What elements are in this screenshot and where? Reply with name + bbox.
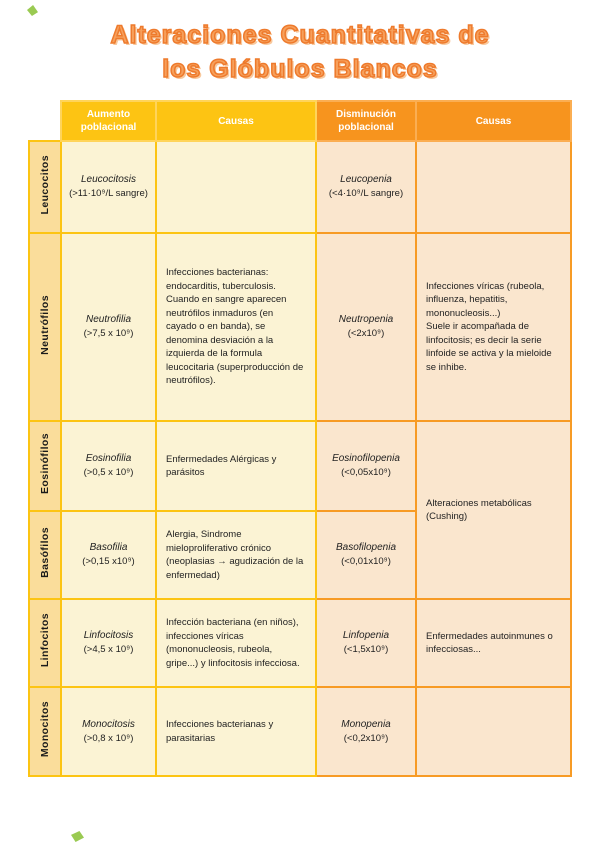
alteration-name: Neutrofilia [85, 314, 132, 325]
cell-linfocitosis: Linfocitosis (>4,5 x 10⁹) [60, 598, 157, 688]
row-label-basofilos: Basófilos [28, 510, 62, 600]
header-spacer [29, 101, 61, 141]
alteration-threshold: (>0,15 x10⁹) [82, 556, 135, 567]
cell-monocitosis-causas: Infecciones bacterianas y parasitarias [155, 686, 317, 777]
header-causas-disminucion: Causas [415, 100, 572, 142]
table-row-monocitos: Monocitos Monocitosis (>0,8 x 10⁹) Infec… [28, 686, 572, 777]
cell-monopenia: Monopenia (<0,2x10⁹) [315, 686, 417, 777]
alteration-threshold: (<0,2x10⁹) [343, 732, 389, 744]
alteration-threshold: (<4·10⁹/L sangre) [328, 188, 404, 199]
page-title-line-2: los Glóbulos Blancos [161, 54, 438, 84]
cell-basofilia: Basofilia (>0,15 x10⁹) [60, 510, 157, 600]
cell-eosinofilia-causas: Enfermedades Alérgicas y parásitos [155, 420, 317, 512]
alteration-threshold: (>4,5 x 10⁹) [83, 644, 134, 655]
alteration-name: Leucocitosis [80, 174, 137, 185]
alteration-name: Linfopenia [342, 630, 390, 641]
alteration-name: Eosinofilia [85, 453, 132, 464]
header-aumento-poblacional: Aumento poblacional [60, 100, 157, 142]
cell-leucocitosis-causas [155, 140, 317, 234]
cell-neutropenia-causas: Infecciones víricas (rubeola, influenza,… [415, 232, 572, 422]
cell-eosinofilopenia: Eosinofilopenia (<0,05x10⁹) [315, 420, 417, 512]
cell-basofilopenia: Basofilopenia (<0,01x10⁹) [315, 510, 417, 600]
cell-leucopenia-causas [415, 140, 572, 234]
wbc-alterations-table: Aumento poblacional Causas Disminución p… [28, 100, 572, 777]
alteration-threshold: (>7,5 x 10⁹) [83, 328, 134, 339]
cell-neutropenia: Neutropenia (<2x10⁹) [315, 232, 417, 422]
header-causas-aumento: Causas [155, 100, 317, 142]
alteration-threshold: (<0,01x10⁹) [341, 556, 391, 567]
alteration-threshold: (>11·10⁹/L sangre) [69, 188, 148, 199]
alteration-threshold: (>0,5 x 10⁹) [83, 467, 134, 478]
cell-linfopenia-causas: Enfermedades autoinmunes o infecciosas..… [415, 598, 572, 688]
row-label-monocitos: Monocitos [28, 686, 62, 777]
alteration-threshold: (<1,5x10⁹) [343, 644, 389, 655]
alteration-name: Basofilopenia [335, 542, 397, 553]
cell-basofilia-causas: Alergia, Sindrome mieloproliferativo cró… [155, 510, 317, 600]
row-label-neutrofilos: Neutrófilos [28, 232, 62, 422]
scan-artifact-bottom [71, 831, 84, 842]
cell-linfopenia: Linfopenia (<1,5x10⁹) [315, 598, 417, 688]
alteration-name: Eosinofilopenia [332, 453, 400, 464]
header-disminucion-poblacional: Disminución poblacional [315, 100, 417, 142]
cell-linfocitosis-causas: Infección bacteriana (en niños), infecci… [155, 598, 317, 688]
row-label-eosinofilos: Eosinófilos [28, 420, 62, 512]
alteration-name: Linfocitosis [83, 630, 134, 641]
cell-leucopenia: Leucopenia (<4·10⁹/L sangre) [315, 140, 417, 234]
scan-artifact-top [27, 5, 38, 16]
page-title: Alteraciones Cuantitativas de los Glóbul… [0, 18, 600, 86]
cell-monocitosis: Monocitosis (>0,8 x 10⁹) [60, 686, 157, 777]
alteration-name: Monocitosis [82, 718, 135, 730]
cell-leucocitosis: Leucocitosis (>11·10⁹/L sangre) [60, 140, 157, 234]
alteration-threshold: (<2x10⁹) [347, 328, 385, 339]
table-row-linfocitos: Linfocitos Linfocitosis (>4,5 x 10⁹) Inf… [28, 598, 572, 688]
page-title-line-1: Alteraciones Cuantitativas de [110, 20, 490, 50]
table-row-neutrofilos: Neutrófilos Neutrofilia (>7,5 x 10⁹) Inf… [28, 232, 572, 422]
alteration-name: Leucopenia [340, 174, 392, 185]
cell-metabolic-causas-merged: Alteraciones metabólicas (Cushing) [415, 420, 572, 600]
table-row-leucocitos: Leucocitos Leucocitosis (>11·10⁹/L sangr… [28, 140, 572, 234]
row-label-linfocitos: Linfocitos [28, 598, 62, 688]
alteration-threshold: (>0,8 x 10⁹) [83, 732, 134, 744]
alteration-name: Neutropenia [338, 314, 394, 325]
alteration-name: Basofilia [89, 542, 128, 553]
alteration-threshold: (<0,05x10⁹) [341, 467, 391, 478]
table-row-eosinofilos: Eosinófilos Eosinofilia (>0,5 x 10⁹) Enf… [28, 420, 572, 600]
header-row: Aumento poblacional Causas Disminución p… [29, 100, 572, 142]
cell-neutrofilia-causas: Infecciones bacterianas: endocarditis, t… [155, 232, 317, 422]
row-label-leucocitos: Leucocitos [28, 140, 62, 234]
cell-eosinofilia: Eosinofilia (>0,5 x 10⁹) [60, 420, 157, 512]
alteration-name: Monopenia [341, 718, 391, 730]
cell-neutrofilia: Neutrofilia (>7,5 x 10⁹) [60, 232, 157, 422]
table-row-basofilos: Basófilos Basofilia (>0,15 x10⁹) Alergia… [28, 510, 571, 600]
cell-monopenia-causas [415, 686, 572, 777]
